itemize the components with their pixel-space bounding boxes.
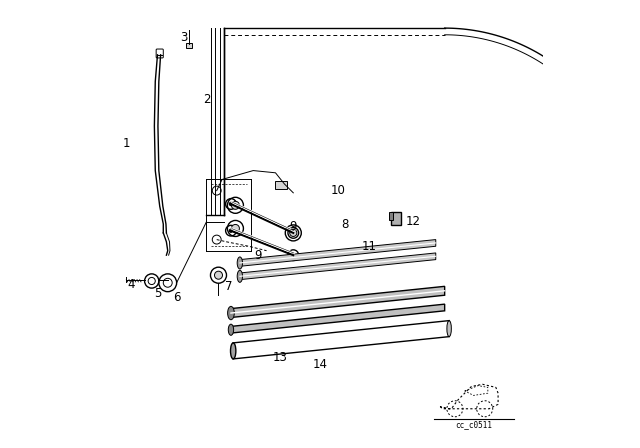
Text: 9: 9 xyxy=(289,220,297,233)
Circle shape xyxy=(226,198,236,209)
Circle shape xyxy=(288,228,299,238)
Ellipse shape xyxy=(237,257,243,269)
Circle shape xyxy=(214,271,223,279)
Text: 12: 12 xyxy=(406,215,421,228)
Polygon shape xyxy=(240,240,436,266)
Circle shape xyxy=(232,201,239,209)
Circle shape xyxy=(291,253,296,258)
Ellipse shape xyxy=(230,343,236,359)
Text: 14: 14 xyxy=(312,358,328,371)
Circle shape xyxy=(291,231,296,235)
Text: 13: 13 xyxy=(273,351,287,364)
Text: 10: 10 xyxy=(330,184,345,197)
Text: cc_c0511: cc_c0511 xyxy=(455,420,492,429)
Text: 11: 11 xyxy=(362,240,376,253)
Text: 8: 8 xyxy=(340,217,348,231)
Ellipse shape xyxy=(447,321,451,336)
Polygon shape xyxy=(231,304,445,333)
Text: 3: 3 xyxy=(180,30,188,43)
Text: 6: 6 xyxy=(173,291,180,304)
Text: 7: 7 xyxy=(225,280,232,293)
Text: 9: 9 xyxy=(254,249,261,262)
Circle shape xyxy=(290,229,297,237)
Ellipse shape xyxy=(237,270,243,282)
Bar xyxy=(389,212,394,220)
Text: 5: 5 xyxy=(154,287,161,300)
Text: 2: 2 xyxy=(203,93,210,106)
Polygon shape xyxy=(240,253,436,280)
Circle shape xyxy=(228,202,233,206)
Ellipse shape xyxy=(228,306,234,320)
Polygon shape xyxy=(231,286,445,318)
FancyBboxPatch shape xyxy=(156,49,163,58)
Circle shape xyxy=(226,225,236,236)
Circle shape xyxy=(228,228,233,233)
Ellipse shape xyxy=(228,324,234,335)
Bar xyxy=(391,212,401,225)
Text: 4: 4 xyxy=(127,278,134,291)
Bar xyxy=(186,43,192,48)
Circle shape xyxy=(232,224,239,233)
Bar xyxy=(275,181,287,189)
Text: 1: 1 xyxy=(123,138,130,151)
Circle shape xyxy=(288,250,299,260)
